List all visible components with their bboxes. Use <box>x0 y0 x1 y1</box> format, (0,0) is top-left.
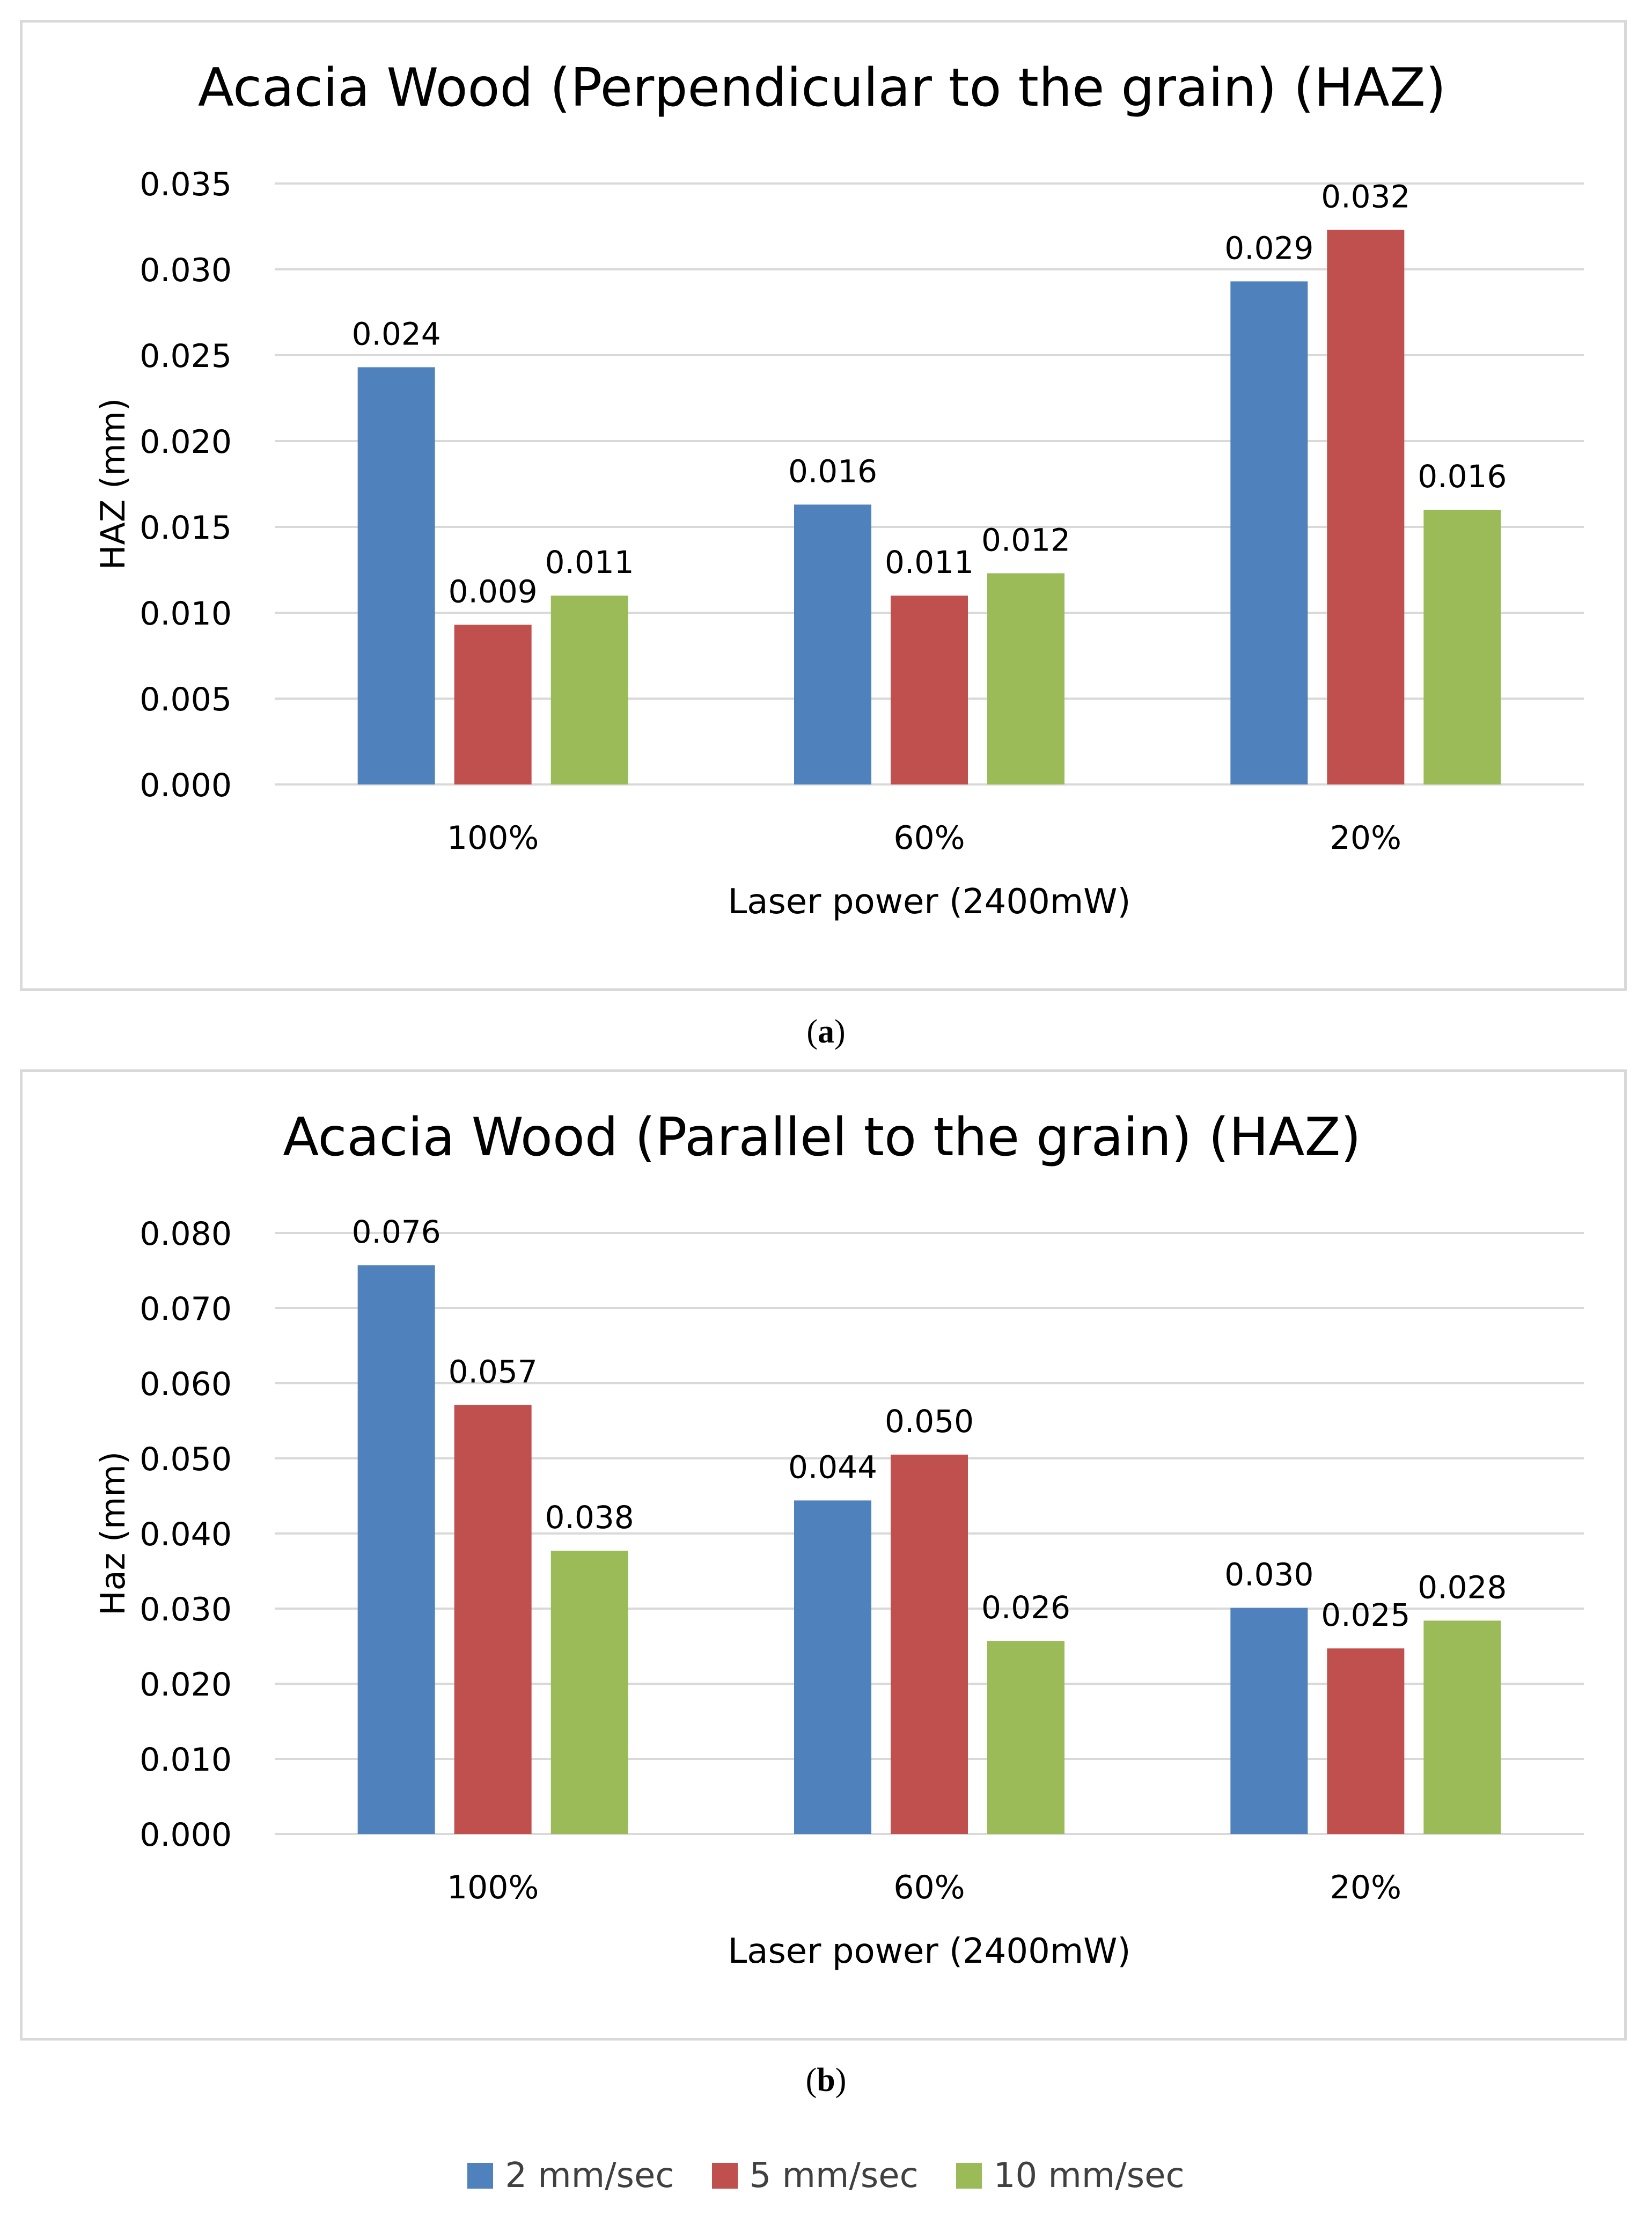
bar-chart-parallel: Acacia Wood (Parallel to the grain) (HAZ… <box>93 1107 1584 1971</box>
chart-legend: 2 mm/sec 5 mm/sec 10 mm/sec <box>0 2152 1652 2200</box>
legend-swatch-5mm <box>711 2163 738 2189</box>
data-label: 0.011 <box>885 544 974 581</box>
x-tick-label: 100% <box>447 1869 539 1906</box>
x-tick-label: 60% <box>893 819 965 857</box>
y-tick-label: 0.060 <box>139 1366 232 1403</box>
data-label: 0.026 <box>981 1589 1070 1626</box>
caption-letter-a: a <box>818 1014 834 1050</box>
caption-b: (b) <box>805 2062 847 2098</box>
bar <box>891 1455 968 1834</box>
caption-letter-b: b <box>817 2062 835 2098</box>
y-tick-label: 0.080 <box>139 1215 232 1253</box>
bar <box>454 1405 532 1834</box>
bar <box>550 1551 628 1834</box>
bar-chart-perpendicular: Acacia Wood (Perpendicular to the grain)… <box>93 57 1584 922</box>
data-label: 0.016 <box>1418 458 1507 495</box>
legend-item-10mm: 10 mm/sec <box>956 2156 1185 2196</box>
bar <box>1327 230 1405 784</box>
legend-item-2mm: 2 mm/sec <box>467 2156 674 2196</box>
y-tick-label: 0.020 <box>139 423 232 461</box>
y-tick-label: 0.020 <box>139 1666 232 1704</box>
x-tick-label: 20% <box>1330 819 1401 857</box>
bar <box>550 596 628 784</box>
bar <box>357 367 435 784</box>
legend-swatch-10mm <box>956 2163 982 2189</box>
data-label: 0.057 <box>449 1354 538 1390</box>
data-label: 0.050 <box>885 1403 974 1440</box>
y-tick-label: 0.040 <box>139 1516 232 1553</box>
bar <box>1423 510 1501 784</box>
caption-a: (a) <box>806 1014 846 1050</box>
data-label: 0.024 <box>352 315 441 352</box>
y-tick-label: 0.015 <box>139 509 232 547</box>
x-axis-label: Laser power (2400mW) <box>728 882 1131 922</box>
bar <box>1423 1620 1501 1834</box>
y-tick-label: 0.000 <box>139 767 232 804</box>
data-label: 0.030 <box>1224 1557 1313 1593</box>
bar <box>794 504 871 784</box>
bar <box>454 625 532 784</box>
bar <box>794 1500 871 1834</box>
data-label: 0.009 <box>449 573 538 610</box>
bar <box>357 1265 435 1834</box>
x-tick-label: 20% <box>1330 1869 1401 1906</box>
bar <box>987 573 1064 784</box>
y-tick-label: 0.010 <box>139 1741 232 1779</box>
x-tick-label: 100% <box>447 819 539 857</box>
legend-swatch-2mm <box>467 2163 494 2189</box>
y-tick-label: 0.035 <box>139 166 232 203</box>
y-tick-label: 0.005 <box>139 681 232 718</box>
data-label: 0.076 <box>352 1214 441 1250</box>
chart-panel-parallel: Acacia Wood (Parallel to the grain) (HAZ… <box>20 1069 1627 2041</box>
bar <box>987 1641 1064 1834</box>
bar <box>1230 281 1308 784</box>
x-axis-label: Laser power (2400mW) <box>728 1932 1131 1971</box>
data-label: 0.029 <box>1224 230 1313 266</box>
y-tick-label: 0.030 <box>139 1591 232 1628</box>
y-axis-label: Haz (mm) <box>93 1451 133 1616</box>
data-label: 0.032 <box>1321 178 1410 215</box>
y-tick-label: 0.025 <box>139 337 232 375</box>
legend-label-5mm: 5 mm/sec <box>749 2156 919 2196</box>
legend-label-10mm: 10 mm/sec <box>993 2156 1185 2196</box>
bar <box>1230 1608 1308 1834</box>
y-axis-label: HAZ (mm) <box>93 398 133 570</box>
y-tick-label: 0.010 <box>139 595 232 633</box>
y-tick-label: 0.000 <box>139 1816 232 1854</box>
y-tick-label: 0.030 <box>139 252 232 289</box>
bar <box>1327 1648 1405 1834</box>
legend-label-2mm: 2 mm/sec <box>505 2156 674 2196</box>
chart-panel-perpendicular: Acacia Wood (Perpendicular to the grain)… <box>20 20 1627 991</box>
chart-title: Acacia Wood (Perpendicular to the grain)… <box>198 57 1446 119</box>
chart-title: Acacia Wood (Parallel to the grain) (HAZ… <box>283 1107 1361 1168</box>
data-label: 0.044 <box>788 1449 877 1485</box>
x-tick-label: 60% <box>893 1869 965 1906</box>
bar <box>891 596 968 784</box>
y-tick-label: 0.050 <box>139 1441 232 1478</box>
y-tick-label: 0.070 <box>139 1290 232 1328</box>
data-label: 0.011 <box>545 544 634 581</box>
data-label: 0.016 <box>788 453 877 489</box>
data-label: 0.038 <box>545 1499 634 1536</box>
data-label: 0.012 <box>981 522 1070 558</box>
legend-item-5mm: 5 mm/sec <box>711 2156 919 2196</box>
data-label: 0.025 <box>1321 1597 1410 1633</box>
data-label: 0.028 <box>1418 1569 1507 1605</box>
